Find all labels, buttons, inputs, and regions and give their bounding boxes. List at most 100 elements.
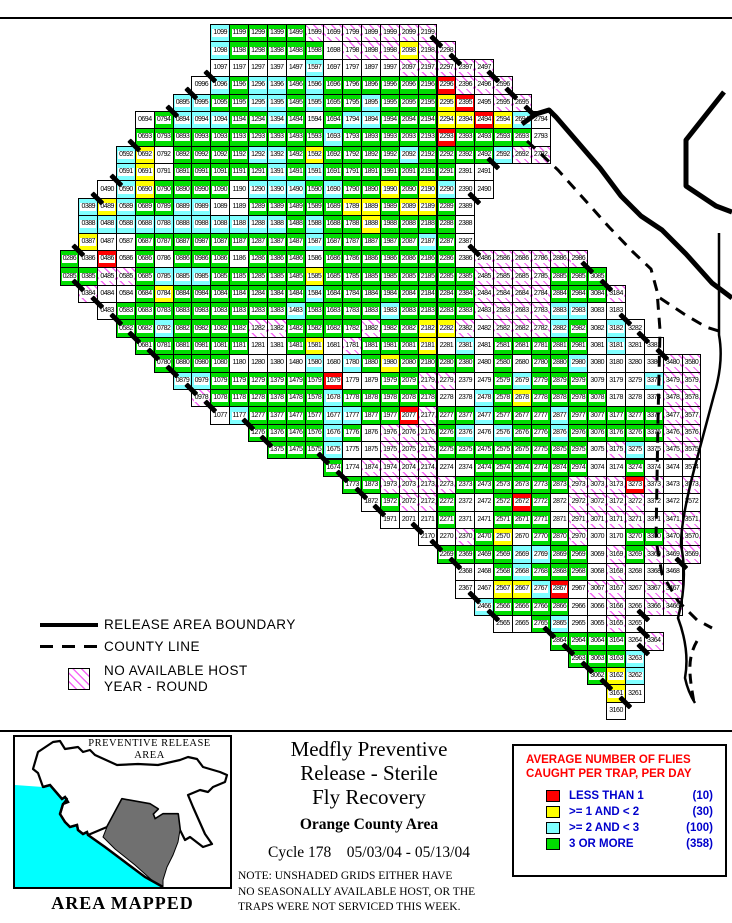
grid-cell-number: 1081 xyxy=(212,342,228,351)
grid-cell-0895: 0895 xyxy=(172,93,193,112)
grid-cell-1582: 1582 xyxy=(304,319,325,338)
grid-cell-1398: 1398 xyxy=(266,41,287,60)
grid-cell-number: 0488 xyxy=(99,220,115,229)
grid-cell-3180: 3180 xyxy=(606,354,626,373)
grid-cell-number: 2794 xyxy=(532,116,549,125)
grid-cell-number: 1578 xyxy=(306,394,323,403)
grid-cell-3367: 3367 xyxy=(643,580,664,599)
grid-cell-1379: 1379 xyxy=(266,371,287,390)
grid-cell-0387: 0387 xyxy=(78,232,99,251)
grid-cell-1795: 1795 xyxy=(342,93,363,112)
grid-cell-1895: 1895 xyxy=(361,93,381,112)
grid-cell-number: 3062 xyxy=(589,672,605,681)
grid-cell-number: 1681 xyxy=(325,342,342,351)
grid-cell-number: 2594 xyxy=(495,116,511,125)
grid-cell-number: 2471 xyxy=(476,515,492,524)
grid-cell-number: 0694 xyxy=(137,116,153,125)
grid-cell-number: 2771 xyxy=(532,515,549,524)
grid-cell-number: 1587 xyxy=(306,237,323,246)
grid-cell-number: 1399 xyxy=(268,29,285,38)
grid-cell-number: 1683 xyxy=(325,307,342,316)
grid-cell-0586: 0586 xyxy=(116,249,136,269)
grid-cell-1787: 1787 xyxy=(342,232,363,251)
grid-cell-1584: 1584 xyxy=(304,284,325,304)
grid-cell-1695: 1695 xyxy=(323,93,344,112)
grid-cell-3175: 3175 xyxy=(606,441,626,460)
grid-cell-1094: 1094 xyxy=(210,110,231,130)
grid-cell-number: 2668 xyxy=(514,567,530,576)
grid-cell-number: 2580 xyxy=(495,359,511,368)
grid-cell-number: 1489 xyxy=(287,202,304,211)
grid-cell-2185: 2185 xyxy=(417,267,438,286)
grid-cell-1485: 1485 xyxy=(285,267,306,286)
grid-cell-number: 1384 xyxy=(268,289,285,298)
grid-cell-number: 3473 xyxy=(664,481,681,490)
grid-cell-3377: 3377 xyxy=(643,406,664,425)
grid-cell-number: 2867 xyxy=(551,585,568,594)
grid-cell-1992: 1992 xyxy=(379,145,400,165)
grid-cell-number: 1874 xyxy=(363,463,379,472)
grid-cell-number: 0981 xyxy=(193,342,210,351)
grid-cell-number: 1295 xyxy=(250,98,266,107)
grid-cell-number: 3075 xyxy=(589,446,605,455)
grid-cell-2679: 2679 xyxy=(511,371,532,390)
grid-cell-2198: 2198 xyxy=(417,41,438,60)
grid-cell-number: 3076 xyxy=(589,428,605,437)
grid-cell-1776: 1776 xyxy=(342,423,363,443)
grid-cell-number: 2195 xyxy=(419,98,436,107)
grid-cell-0891: 0891 xyxy=(172,163,193,182)
grid-cell-number: 2491 xyxy=(476,168,492,177)
grid-cell-number: 2869 xyxy=(551,550,568,559)
grid-cell-2672: 2672 xyxy=(511,493,532,512)
grid-cell-1193: 1193 xyxy=(229,128,249,147)
grid-cell-2098: 2098 xyxy=(398,41,419,60)
grid-cell-0785: 0785 xyxy=(153,267,174,286)
grid-cell-0789: 0789 xyxy=(153,197,174,217)
grid-cell-2274: 2274 xyxy=(436,458,457,477)
grid-cell-2073: 2073 xyxy=(398,475,419,495)
grid-cell-0490: 0490 xyxy=(97,180,118,199)
grid-cell-0684: 0684 xyxy=(134,284,155,304)
grid-cell-number: 2965 xyxy=(570,620,587,629)
grid-cell-1098: 1098 xyxy=(210,41,231,60)
grid-cell-1889: 1889 xyxy=(361,197,381,217)
grid-cell-number: 1581 xyxy=(306,342,323,351)
grid-cell-number: 0591 xyxy=(118,168,134,177)
grid-cell-0989: 0989 xyxy=(191,197,212,217)
grid-cell-number: 1990 xyxy=(382,185,398,194)
grid-cell-number: 0485 xyxy=(99,272,115,281)
grid-cell-3168: 3168 xyxy=(606,562,626,582)
grid-cell-number: 2874 xyxy=(551,463,568,472)
grid-cell-number: 0991 xyxy=(193,168,210,177)
grid-cell-number: 1389 xyxy=(268,202,285,211)
grid-cell-2376: 2376 xyxy=(455,423,476,443)
grid-cell-1199: 1199 xyxy=(229,24,249,43)
grid-cell-1599: 1599 xyxy=(304,24,325,43)
grid-cell-2394: 2394 xyxy=(455,110,476,130)
legend-item-1-to-2: >= 1 AND < 2 (30) xyxy=(514,804,725,820)
grid-cell-number: 3082 xyxy=(589,324,605,333)
grid-cell-2581: 2581 xyxy=(493,336,513,356)
grid-cell-1278: 1278 xyxy=(248,388,268,408)
grid-cell-number: 0690 xyxy=(137,185,153,194)
grid-cell-number: 3277 xyxy=(627,411,643,420)
grid-cell-number: 2385 xyxy=(457,272,474,281)
grid-cell-0991: 0991 xyxy=(191,163,212,182)
grid-cell-number: 1576 xyxy=(306,428,323,437)
note-line2: NO SEASONALLY AVAILABLE HOST, OR THE xyxy=(238,885,476,898)
grid-cell-2670: 2670 xyxy=(511,528,532,547)
grid-cell-number: 2190 xyxy=(419,185,436,194)
grid-cell-2886: 2886 xyxy=(549,249,570,269)
grid-cell-number: 0888 xyxy=(174,220,191,229)
grid-cell-number: 2375 xyxy=(457,446,474,455)
grid-cell-3064: 3064 xyxy=(587,632,608,651)
grid-cell-number: 2473 xyxy=(476,481,492,490)
grid-cell-2379: 2379 xyxy=(455,371,476,390)
grid-cell-2979: 2979 xyxy=(568,371,589,390)
grid-cell-number: 2074 xyxy=(400,463,417,472)
grid-cell-number: 2091 xyxy=(400,168,417,177)
grid-cell-number: 1280 xyxy=(250,359,266,368)
grid-cell-number: 1698 xyxy=(325,46,342,55)
grid-cell-number: 2667 xyxy=(514,585,530,594)
grid-cell-number: 0890 xyxy=(174,185,191,194)
